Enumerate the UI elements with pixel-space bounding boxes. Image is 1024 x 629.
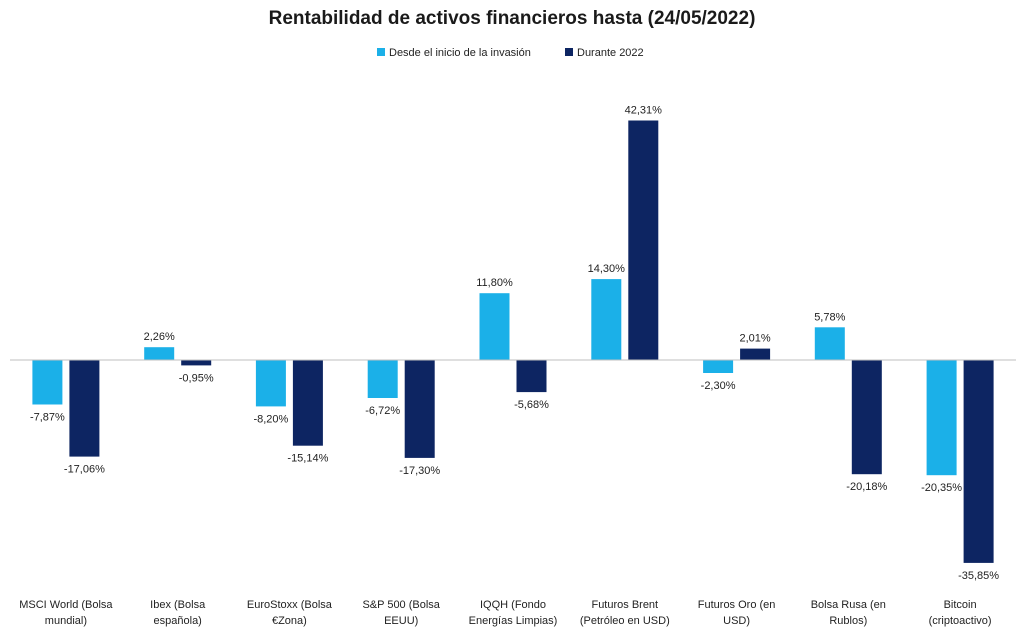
category-label-0-line-0: MSCI World (Bolsa <box>19 599 113 611</box>
category-label-3-line-0: S&P 500 (Bolsa <box>362 599 440 611</box>
data-label-s1-c8: -35,85% <box>958 570 999 582</box>
bar-s1-c5 <box>628 120 659 360</box>
data-label-s1-c0: -17,06% <box>64 464 105 476</box>
category-label-7-line-0: Bolsa Rusa (en <box>811 599 886 611</box>
chart-title: Rentabilidad de activos financieros hast… <box>269 8 756 29</box>
bar-s1-c4 <box>516 360 547 393</box>
bar-s0-c0 <box>32 360 63 405</box>
data-labels-group: -7,87% -17,06% 2,26% -0,95% -8,20% -15,14% -6,… <box>30 105 999 582</box>
bars-group <box>32 120 994 563</box>
category-label-4-line-1: Energías Limpias) <box>469 615 558 627</box>
data-label-s1-c4: -5,68% <box>514 399 549 411</box>
data-label-s0-c0: -7,87% <box>30 412 65 424</box>
bar-s1-c0 <box>69 360 100 457</box>
bar-s0-c3 <box>367 360 398 398</box>
data-label-s0-c3: -6,72% <box>365 405 400 417</box>
data-label-s0-c8: -20,35% <box>921 482 962 494</box>
bar-s0-c7 <box>814 327 845 360</box>
bar-s1-c2 <box>292 360 323 446</box>
bar-s0-c1 <box>144 347 175 360</box>
category-label-1-line-1: española) <box>154 615 202 627</box>
data-label-s1-c3: -17,30% <box>399 465 440 477</box>
category-label-2-line-1: €Zona) <box>272 615 307 627</box>
bar-s0-c2 <box>255 360 286 407</box>
bar-s1-c1 <box>181 360 212 366</box>
category-label-8-line-0: Bitcoin <box>944 599 977 611</box>
legend-swatch-desde-inicio <box>377 48 385 56</box>
category-label-4-line-0: IQQH (Fondo <box>480 599 546 611</box>
data-label-s1-c2: -15,14% <box>287 453 328 465</box>
category-label-5-line-1: (Petróleo en USD) <box>580 615 670 627</box>
bar-s0-c4 <box>479 293 510 360</box>
category-label-0-line-1: mundial) <box>45 615 87 627</box>
legend-swatch-durante-2022 <box>565 48 573 56</box>
data-label-s0-c7: 5,78% <box>814 311 845 323</box>
legend-label-desde-inicio: Desde el inicio de la invasión <box>389 47 531 59</box>
data-label-s0-c6: -2,30% <box>701 380 736 392</box>
category-label-1-line-0: Ibex (Bolsa <box>150 599 206 611</box>
category-label-6-line-1: USD) <box>723 615 750 627</box>
bar-s1-c3 <box>404 360 435 458</box>
bar-s0-c5 <box>591 279 622 360</box>
category-label-3-line-1: EEUU) <box>384 615 418 627</box>
bar-s0-c8 <box>926 360 957 476</box>
data-label-s1-c5: 42,31% <box>625 105 663 117</box>
bar-s1-c8 <box>963 360 994 563</box>
data-label-s0-c4: 11,80% <box>476 277 513 289</box>
category-label-8-line-1: (criptoactivo) <box>929 615 992 627</box>
bar-s1-c6 <box>740 348 771 360</box>
data-label-s1-c7: -20,18% <box>846 481 887 493</box>
bar-s1-c7 <box>851 360 882 475</box>
category-label-7-line-1: Rublos) <box>829 615 867 627</box>
category-labels-group: MSCI World (Bolsa mundial) Ibex (Bolsa espa… <box>19 599 991 627</box>
data-label-s1-c6: 2,01% <box>739 333 770 345</box>
data-label-s1-c1: -0,95% <box>179 372 214 384</box>
category-label-5-line-0: Futuros Brent <box>591 599 658 611</box>
data-label-s0-c5: 14,30% <box>588 263 626 275</box>
legend: Desde el inicio de la invasión Durante 2… <box>377 47 644 59</box>
category-label-2-line-0: EuroStoxx (Bolsa <box>247 599 333 611</box>
category-label-6-line-0: Futuros Oro (en <box>698 599 776 611</box>
bar-s0-c6 <box>703 360 734 373</box>
data-label-s0-c1: 2,26% <box>144 331 175 343</box>
legend-label-durante-2022: Durante 2022 <box>577 47 644 59</box>
data-label-s0-c2: -8,20% <box>253 413 288 425</box>
